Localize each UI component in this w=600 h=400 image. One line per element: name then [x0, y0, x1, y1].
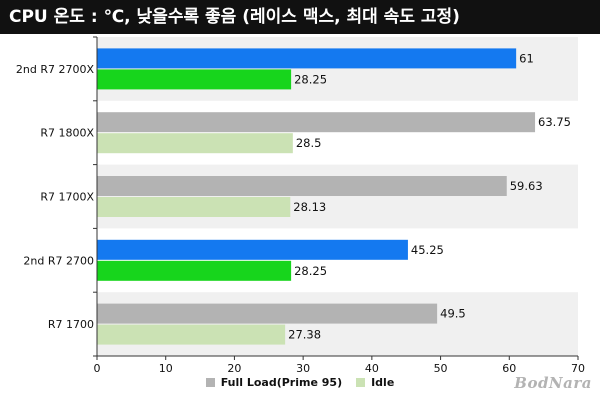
x-tick-label: 20: [227, 362, 241, 374]
data-label-idle: 28.25: [294, 264, 327, 278]
data-label-idle: 28.5: [296, 136, 322, 150]
data-label-idle: 27.38: [288, 328, 321, 342]
data-label-idle: 28.13: [293, 200, 326, 214]
legend-item-full-load: Full Load(Prime 95): [205, 376, 343, 389]
x-tick-label: 40: [365, 362, 379, 374]
legend: Full Load(Prime 95) Idle: [0, 376, 600, 389]
bar-idle: [97, 133, 293, 154]
category-label: R7 1700: [48, 318, 94, 331]
x-tick-label: 0: [94, 362, 101, 374]
bar-idle: [97, 69, 292, 90]
x-tick-label: 70: [571, 362, 585, 374]
chart-title: CPU 온도 : ℃, 낮을수록 좋음 (레이스 맥스, 최대 속도 고정): [0, 0, 600, 34]
data-label-idle: 28.25: [294, 72, 327, 86]
plot-band: [97, 37, 578, 101]
x-tick-label: 10: [159, 362, 173, 374]
category-label: R7 1700X: [40, 191, 94, 204]
bar-idle: [97, 197, 291, 217]
bar-idle: [97, 324, 286, 345]
plot-band: [97, 164, 578, 229]
legend-swatch-idle: [356, 378, 366, 387]
plot-band: [97, 292, 578, 356]
x-tick-label: 30: [296, 362, 310, 374]
bar-full-load: [97, 48, 517, 69]
bar-full-load: [97, 112, 536, 133]
x-tick-label: 50: [434, 362, 448, 374]
data-label-full-load: 63.75: [538, 115, 571, 129]
category-label: 2nd R7 2700: [23, 254, 94, 267]
legend-item-idle: Idle: [356, 376, 394, 389]
data-label-full-load: 45.25: [411, 243, 444, 257]
category-label: R7 1800X: [40, 127, 94, 140]
x-tick-label: 60: [502, 362, 516, 374]
bar-full-load: [97, 176, 507, 196]
legend-label-full-load: Full Load(Prime 95): [220, 376, 343, 389]
legend-swatch-full-load: [205, 378, 215, 387]
bar-idle: [97, 260, 292, 281]
legend-label-idle: Idle: [371, 376, 395, 389]
category-label: 2nd R7 2700X: [16, 63, 95, 76]
watermark-logo: BodNara: [514, 374, 592, 392]
data-label-full-load: 49.5: [440, 307, 466, 321]
data-label-full-load: 61: [519, 51, 534, 65]
data-label-full-load: 59.63: [510, 179, 543, 193]
bar-chart: 61 28.25 2nd R7 2700X 63.75 28.5 R7 1800X 59.6…: [16, 36, 585, 374]
bar-full-load: [97, 303, 438, 324]
bar-full-load: [97, 239, 408, 260]
